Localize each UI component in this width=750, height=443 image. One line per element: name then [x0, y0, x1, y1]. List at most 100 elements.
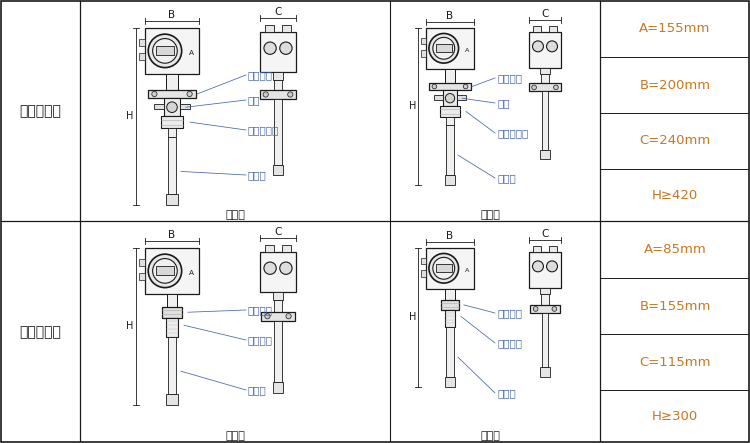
Circle shape	[547, 261, 557, 272]
Circle shape	[433, 37, 454, 59]
Bar	[283, 245, 291, 252]
Bar	[541, 74, 549, 83]
Bar	[140, 260, 145, 267]
Bar	[446, 117, 454, 125]
Bar	[549, 26, 556, 32]
Text: H: H	[126, 321, 134, 331]
Text: C: C	[542, 9, 549, 19]
Circle shape	[264, 42, 276, 54]
Bar	[529, 32, 562, 68]
Bar	[445, 175, 455, 185]
Bar	[148, 89, 196, 98]
Text: 测量杆: 测量杆	[248, 170, 267, 180]
Text: 球阀: 球阀	[497, 98, 509, 108]
Bar	[167, 128, 176, 137]
Circle shape	[446, 93, 454, 103]
Bar	[156, 47, 174, 55]
Bar	[273, 382, 284, 393]
Bar	[156, 267, 174, 275]
Bar	[530, 305, 560, 313]
Circle shape	[280, 262, 292, 274]
Circle shape	[152, 91, 157, 97]
Bar	[446, 327, 454, 377]
Bar	[422, 258, 426, 264]
Circle shape	[148, 254, 182, 288]
Circle shape	[153, 39, 177, 63]
Text: 测量杆: 测量杆	[497, 388, 516, 398]
Circle shape	[153, 259, 177, 283]
Bar	[442, 300, 458, 310]
Bar	[426, 248, 474, 288]
Text: 测量杆: 测量杆	[497, 173, 516, 183]
Bar	[422, 270, 426, 276]
Circle shape	[554, 85, 558, 90]
Text: 分体型: 分体型	[480, 210, 500, 220]
Circle shape	[432, 84, 436, 89]
Text: 法兰连接型: 法兰连接型	[19, 104, 61, 118]
Bar	[260, 90, 296, 99]
Bar	[446, 125, 454, 175]
Circle shape	[433, 257, 454, 279]
Bar	[166, 74, 178, 89]
Text: 安装连接件: 安装连接件	[497, 128, 528, 138]
Circle shape	[166, 102, 177, 113]
Bar	[140, 53, 145, 60]
Bar	[273, 165, 284, 175]
Bar	[433, 95, 443, 100]
Bar	[166, 394, 178, 404]
Text: B: B	[446, 12, 454, 21]
Text: H: H	[126, 112, 134, 121]
Circle shape	[464, 84, 468, 89]
Text: 连接螺丝: 连接螺丝	[497, 338, 522, 348]
Text: 连接法兰: 连接法兰	[248, 70, 273, 80]
Bar	[446, 288, 454, 300]
Text: A: A	[465, 48, 470, 53]
Bar	[145, 248, 200, 294]
Circle shape	[280, 42, 292, 54]
Text: B: B	[169, 230, 176, 240]
Bar	[533, 246, 541, 252]
Bar	[541, 294, 549, 305]
Bar	[542, 91, 548, 150]
Bar	[445, 310, 455, 327]
Bar	[440, 106, 460, 117]
Text: H≥420: H≥420	[652, 189, 698, 202]
Text: A: A	[465, 268, 470, 273]
Text: 测量杆: 测量杆	[248, 385, 267, 395]
Text: 锁紧螺母: 锁紧螺母	[497, 308, 522, 318]
Text: C: C	[542, 229, 549, 239]
Circle shape	[429, 34, 458, 63]
Bar	[436, 264, 451, 272]
Bar	[265, 245, 274, 252]
Bar	[443, 90, 457, 106]
Bar	[140, 39, 145, 47]
Text: C=240mm: C=240mm	[639, 135, 711, 148]
Bar	[274, 99, 281, 165]
Text: H: H	[409, 101, 416, 111]
Bar	[166, 318, 178, 337]
Bar	[426, 28, 474, 69]
Text: B: B	[446, 231, 454, 241]
Bar	[260, 252, 296, 292]
Circle shape	[533, 307, 538, 311]
Circle shape	[532, 85, 536, 90]
Text: 一体型: 一体型	[225, 210, 245, 220]
Bar	[166, 294, 177, 307]
Bar	[274, 299, 283, 312]
Bar	[154, 104, 164, 109]
Text: H: H	[409, 312, 416, 323]
Circle shape	[288, 92, 293, 97]
Circle shape	[148, 34, 182, 68]
Text: B: B	[169, 10, 176, 20]
Bar	[445, 377, 455, 387]
Text: A: A	[189, 270, 194, 276]
Bar	[549, 246, 556, 252]
Bar	[273, 73, 284, 80]
Bar	[164, 98, 180, 116]
Bar	[265, 25, 274, 32]
Text: 连接螺丝: 连接螺丝	[248, 335, 273, 345]
Text: 安装连接件: 安装连接件	[248, 125, 279, 135]
Bar	[273, 292, 284, 299]
Bar	[529, 252, 562, 288]
Text: H≥300: H≥300	[652, 409, 698, 423]
